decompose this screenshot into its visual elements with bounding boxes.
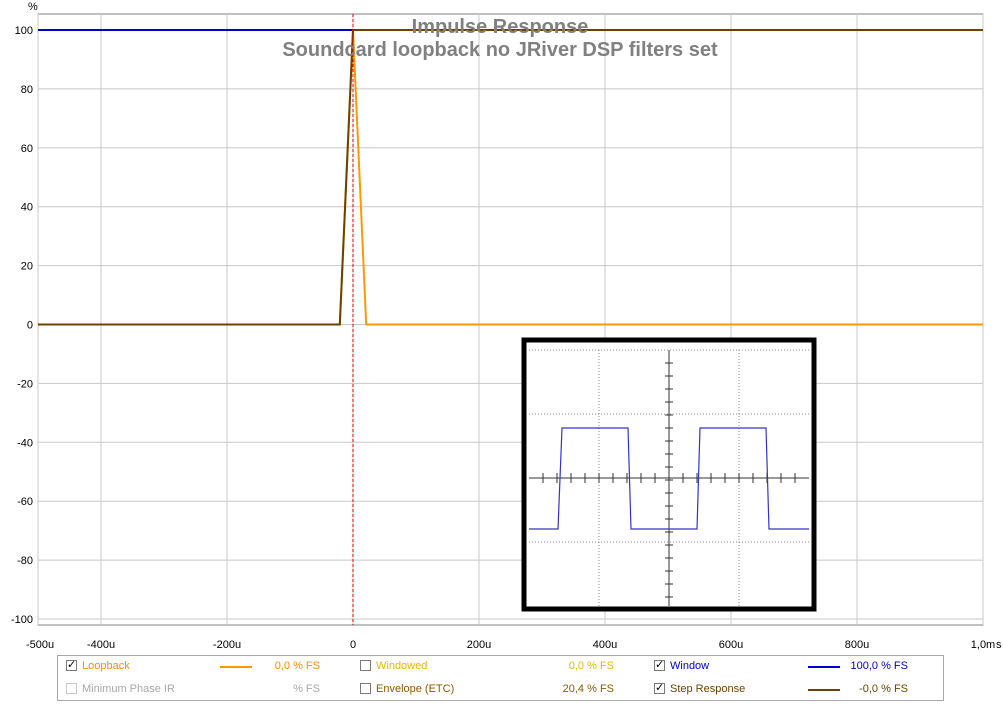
x-tick-label: -400u: [87, 639, 115, 651]
legend-checkbox-step-response[interactable]: [654, 681, 665, 694]
legend-checkbox-window[interactable]: [654, 658, 665, 671]
legend-swatch: [220, 666, 252, 668]
legend-label: Window: [670, 660, 710, 672]
legend-label: Step Response: [670, 683, 746, 695]
y-tick-label: -80: [17, 555, 33, 567]
y-tick-label: -100: [11, 614, 33, 626]
x-tick-label: -500u: [26, 639, 54, 651]
y-tick-label: 20: [21, 261, 33, 273]
series-line-loopback: [38, 29, 983, 326]
legend-panel: Loopback 0,0 % FS Windowed 0,0 % FS Window 10…: [57, 655, 944, 701]
x-tick-labels: -500u -400u -200u 0 200u 400u 600u 800u 1,0m s: [26, 639, 1002, 651]
y-tick-label: -40: [17, 437, 33, 449]
oscilloscope-square-wave-icon: [521, 337, 817, 612]
x-tick-label: 400u: [593, 639, 617, 651]
legend-checkbox-loopback[interactable]: [66, 658, 77, 671]
legend-checkbox-windowed[interactable]: [360, 660, 371, 671]
x-axis-unit: s: [996, 639, 1002, 651]
legend-checkbox-envelope-etc[interactable]: [360, 683, 371, 694]
y-tick-label: -20: [17, 378, 33, 390]
plot-area: [37, 13, 984, 626]
legend-swatch: [808, 666, 840, 668]
legend-row: Loopback 0,0 % FS Windowed 0,0 % FS Window 10…: [58, 657, 943, 677]
x-tick-label: 200u: [467, 639, 491, 651]
legend-swatch: [808, 689, 840, 691]
legend-value: 20,4 % FS: [562, 683, 614, 695]
y-tick-label: 80: [21, 84, 33, 96]
legend-label: Minimum Phase IR: [82, 683, 175, 695]
chart-subtitle: Soundcard loopback no JRiver DSP filters…: [282, 39, 718, 61]
legend-label: Envelope (ETC): [376, 683, 455, 695]
legend-value: 0,0 % FS: [568, 660, 614, 672]
series-group: [38, 29, 983, 326]
inset-square-wave: [529, 427, 809, 530]
legend-checkbox-minimum-phase-ir: [66, 683, 77, 694]
x-tick-label: 0: [350, 639, 356, 651]
y-tick-labels: 100 80 60 40 20 0 -20 -40 -60 -80 -100: [11, 25, 33, 626]
x-tick-label: 800u: [845, 639, 869, 651]
x-tick-label: 600u: [719, 639, 743, 651]
legend-value: -0,0 % FS: [859, 683, 908, 695]
legend-label: Windowed: [376, 660, 428, 672]
legend-value: 0,0 % FS: [274, 660, 320, 672]
y-tick-label: 0: [27, 320, 33, 332]
legend-value: % FS: [293, 683, 320, 695]
legend-value: 100,0 % FS: [850, 660, 908, 672]
inset-grid: [529, 349, 809, 606]
y-tick-label: -60: [17, 496, 33, 508]
legend-row: Minimum Phase IR % FS Envelope (ETC) 20,4 %…: [58, 680, 943, 700]
grid: [37, 13, 984, 626]
series-line-step-response: [38, 29, 983, 326]
y-tick-label: 100: [15, 25, 33, 37]
y-tick-label: 40: [21, 202, 33, 214]
y-axis-unit: %: [28, 1, 38, 13]
x-tick-label: 1,0m: [971, 639, 995, 651]
x-tick-label: -200u: [213, 639, 241, 651]
y-tick-label: 60: [21, 143, 33, 155]
chart-title: Impulse Response: [412, 16, 589, 38]
legend-label: Loopback: [82, 660, 130, 672]
